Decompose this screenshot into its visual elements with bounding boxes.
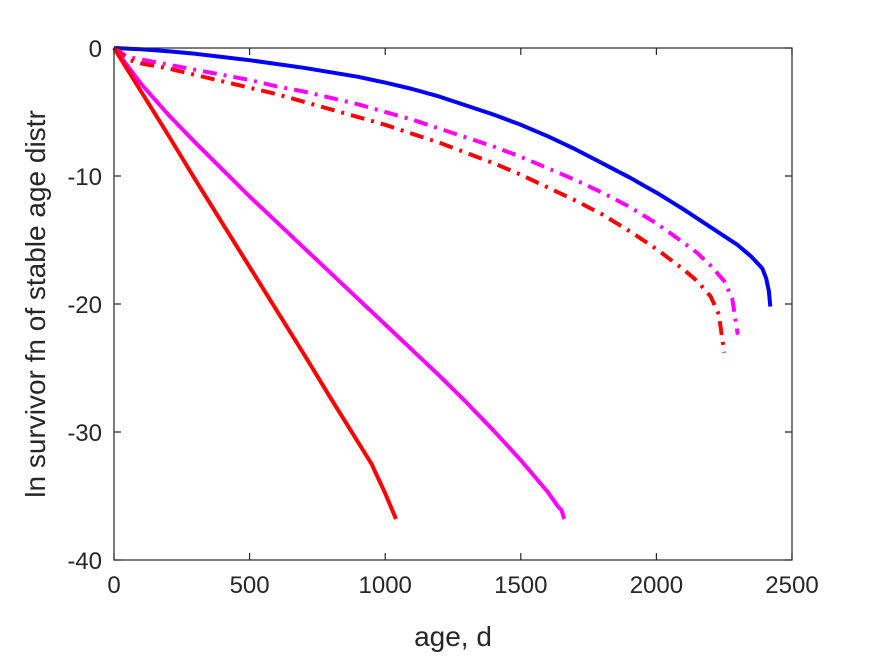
- series-group: [112, 46, 773, 520]
- x-tick-label: 2000: [630, 572, 683, 599]
- x-tick-label: 0: [107, 572, 120, 599]
- x-tick-label: 1500: [494, 572, 547, 599]
- x-axis-label: age, d: [414, 621, 492, 652]
- y-tick-label: -10: [67, 164, 102, 191]
- x-tick-label: 2500: [765, 572, 818, 599]
- y-tick-label: 0: [89, 36, 102, 63]
- series-line-3: [112, 46, 727, 353]
- y-axis-label: ln survivor fn of stable age distr: [20, 110, 51, 498]
- series-line-4: [112, 46, 567, 520]
- y-tick-label: -40: [67, 548, 102, 575]
- y-tick-label: -30: [67, 420, 102, 447]
- tick-group: 0 500 1000 1500 2000 2500 0 -10 -20 -30 -40: [67, 36, 818, 599]
- series-line-1: [113, 46, 773, 307]
- series-line-2: [112, 46, 740, 336]
- series-line-5: [112, 46, 398, 520]
- y-tick-label: -20: [67, 292, 102, 319]
- x-tick-label: 500: [230, 572, 270, 599]
- x-tick-label: 1000: [359, 572, 412, 599]
